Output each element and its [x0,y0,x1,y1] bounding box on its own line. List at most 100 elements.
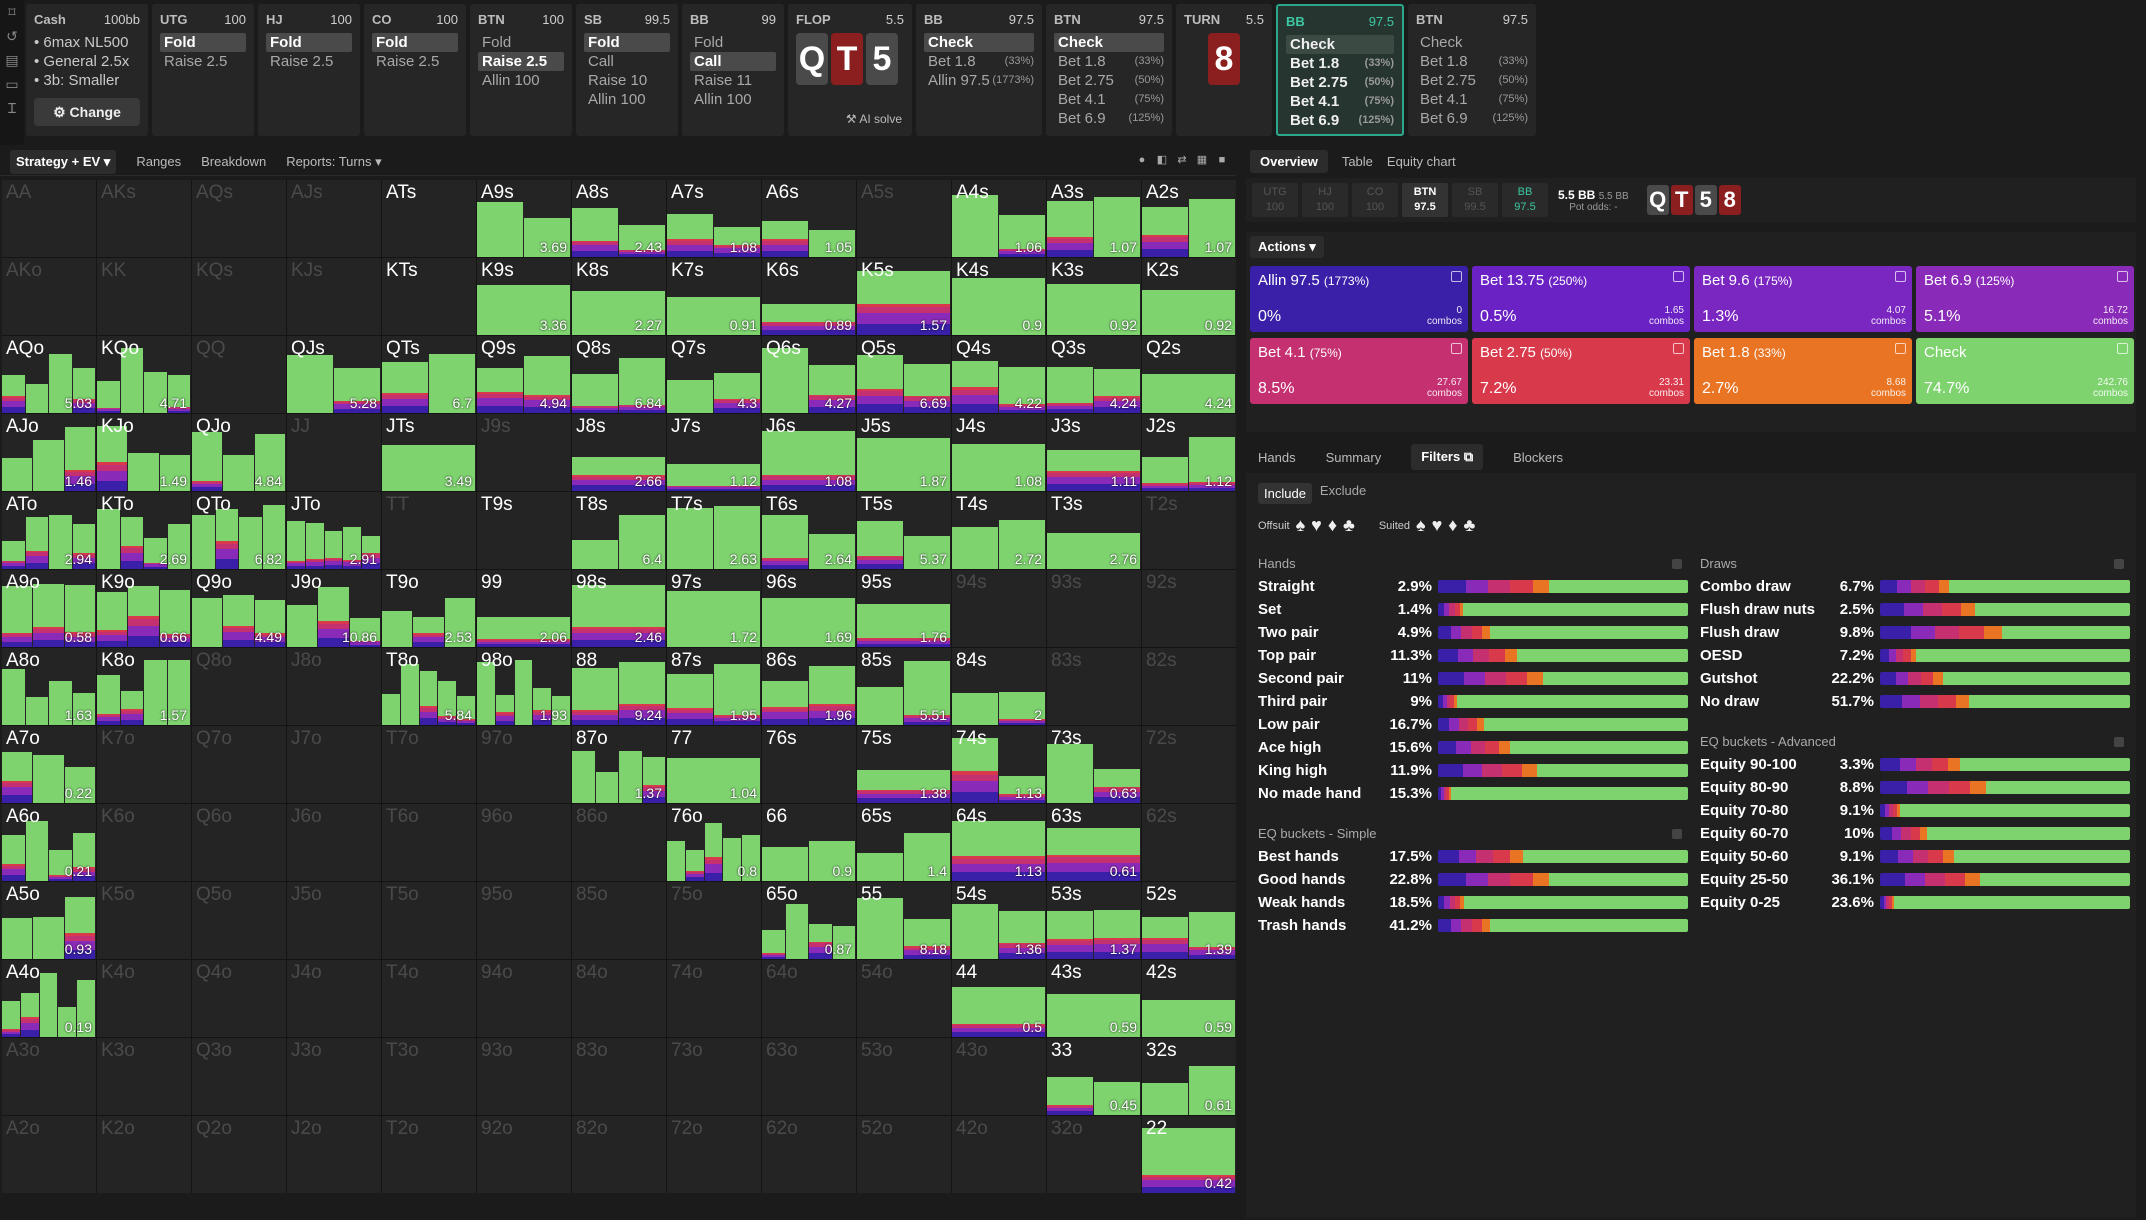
action-card[interactable]: Bet 4.1 (75%) 8.5% 27.67 combos [1250,338,1468,404]
hand-cell[interactable]: T9s [477,492,571,569]
node-btn[interactable]: BTN 100 Fold Raise 2.5 Allin 100 [470,4,572,136]
node-bb[interactable]: BB 97.5 Check Bet 1.8 (33%) Allin 97.5 (1773%) [916,4,1042,136]
hand-cell[interactable]: A4o 0.19 [2,960,96,1037]
spade-icon[interactable]: ♠ [1416,515,1426,535]
note-icon[interactable] [1895,271,1906,282]
hand-cell[interactable]: K4s 0.9 [952,258,1046,335]
node-action[interactable]: Fold [160,33,246,52]
note-icon[interactable] [1451,343,1462,354]
hand-cell[interactable]: 53o [857,1038,951,1115]
hand-cell[interactable]: T9o 2.53 [382,570,476,647]
hand-cell[interactable]: Q4o [192,960,286,1037]
hand-cell[interactable]: K2o [97,1116,191,1193]
hand-cell[interactable]: Q5o [192,882,286,959]
hand-cell[interactable]: 99 2.06 [477,570,571,647]
tab-ranges[interactable]: Ranges [136,154,181,169]
node-action[interactable]: Bet 2.75 (50%) [1054,71,1164,90]
filter-row[interactable]: Flush draw 9.8% [1700,621,2130,644]
filter-row[interactable]: Equity 0-25 23.6% [1700,891,2130,914]
hand-cell[interactable]: 44 0.5 [952,960,1046,1037]
hand-cell[interactable]: QQ [192,336,286,413]
filter-row[interactable]: Equity 70-80 9.1% [1700,799,2130,822]
hand-cell[interactable]: 64o [762,960,856,1037]
hand-cell[interactable]: 75s 1.38 [857,726,951,803]
tab-breakdown[interactable]: Breakdown [201,154,266,169]
node-co[interactable]: CO 100 Fold Raise 2.5 [364,4,466,136]
hand-cell[interactable]: Q9o 4.49 [192,570,286,647]
hand-cell[interactable]: QTo 6.82 [192,492,286,569]
node-action[interactable]: Fold [584,33,670,52]
hand-cell[interactable]: K9o 0.66 [97,570,191,647]
hand-cell[interactable]: 73s 0.63 [1047,726,1141,803]
hand-cell[interactable]: QJo 4.84 [192,414,286,491]
filter-row[interactable]: Best hands 17.5% [1258,845,1688,868]
hand-cell[interactable]: J7s 1.12 [667,414,761,491]
hand-cell[interactable]: Q8o [192,648,286,725]
hand-cell[interactable]: K2s 0.92 [1142,258,1236,335]
hand-cell[interactable]: J7o [287,726,381,803]
hand-cell[interactable]: 75o [667,882,761,959]
filter-row[interactable]: Equity 90-100 3.3% [1700,753,2130,776]
hand-cell[interactable]: J8o [287,648,381,725]
filter-row[interactable]: Gutshot 22.2% [1700,667,2130,690]
hand-cell[interactable]: KJs [287,258,381,335]
hand-cell[interactable]: 76o 0.8 [667,804,761,881]
hand-cell[interactable]: JJ [287,414,381,491]
hand-cell[interactable]: J9o 10.86 [287,570,381,647]
flop-node[interactable]: FLOP 5.5 Q T 5 ⚒ AI solve [788,4,912,136]
hand-cell[interactable]: J2s 1.12 [1142,414,1236,491]
hand-cell[interactable]: 65o 0.87 [762,882,856,959]
filter-row[interactable]: Third pair 9% [1258,690,1688,713]
filter-row[interactable]: Two pair 4.9% [1258,621,1688,644]
square-view-icon[interactable]: ■ [1218,154,1226,166]
ai-solve-link[interactable]: ⚒ AI solve [846,112,902,126]
filter-row[interactable]: Good hands 22.8% [1258,868,1688,891]
hand-cell[interactable]: 95o [477,882,571,959]
hand-cell[interactable]: A7s 1.08 [667,180,761,257]
filter-row[interactable]: Equity 80-90 8.8% [1700,776,2130,799]
hand-cell[interactable]: T5o [382,882,476,959]
exclude-toggle[interactable]: Exclude [1319,483,1367,498]
hand-cell[interactable]: 22 0.42 [1142,1116,1236,1193]
club-icon[interactable]: ♣ [1343,515,1355,535]
hand-cell[interactable]: K8o 1.57 [97,648,191,725]
filter-row[interactable]: Set 1.4% [1258,598,1688,621]
hand-cell[interactable]: 52o [857,1116,951,1193]
hand-cell[interactable]: Q3s 4.24 [1047,336,1141,413]
hand-cell[interactable]: 82o [572,1116,666,1193]
hand-cell[interactable]: A3s 1.07 [1047,180,1141,257]
hand-cell[interactable]: K8s 2.27 [572,258,666,335]
hand-cell[interactable]: K9s 3.36 [477,258,571,335]
diamond-icon[interactable]: ♦ [1327,515,1338,535]
hand-cell[interactable]: Q8s 6.84 [572,336,666,413]
filter-row[interactable]: King high 11.9% [1258,759,1688,782]
hand-cell[interactable]: T4o [382,960,476,1037]
hand-cell[interactable]: J6s 1.08 [762,414,856,491]
hand-cell[interactable]: AQs [192,180,286,257]
hand-cell[interactable]: KTo 2.69 [97,492,191,569]
turn-node[interactable]: TURN 5.5 8 [1176,4,1272,136]
node-utg[interactable]: UTG 100 Fold Raise 2.5 [152,4,254,136]
action-card[interactable]: Check 74.7% 242.76 combos [1916,338,2134,404]
hand-cell[interactable]: KQs [192,258,286,335]
hand-cell[interactable]: Q6o [192,804,286,881]
hand-cell[interactable]: AKo [2,258,96,335]
node-btn[interactable]: BTN 97.5 Check Bet 1.8 (33%) Bet 2.75 (50%) Bet… [1408,4,1536,136]
hand-cell[interactable]: J3s 1.11 [1047,414,1141,491]
hand-cell[interactable]: 85s 5.51 [857,648,951,725]
spade-icon[interactable]: ♠ [1295,515,1306,535]
section-checkbox[interactable] [1672,559,1682,569]
hand-cell[interactable]: Q2o [192,1116,286,1193]
hand-cell[interactable]: 42o [952,1116,1046,1193]
hand-cell[interactable]: AJs [287,180,381,257]
hand-cell[interactable]: A5s [857,180,951,257]
node-action[interactable]: Call [690,52,776,71]
filter-row[interactable]: No made hand 15.3% [1258,782,1688,805]
heart-icon[interactable]: ♥ [1431,515,1443,535]
hand-cell[interactable]: 83o [572,1038,666,1115]
hand-cell[interactable]: ATs [382,180,476,257]
hand-cell[interactable]: QJs 5.28 [287,336,381,413]
note-icon[interactable] [1673,271,1684,282]
hand-cell[interactable]: 92s [1142,570,1236,647]
node-action[interactable]: Raise 2.5 [372,52,458,71]
